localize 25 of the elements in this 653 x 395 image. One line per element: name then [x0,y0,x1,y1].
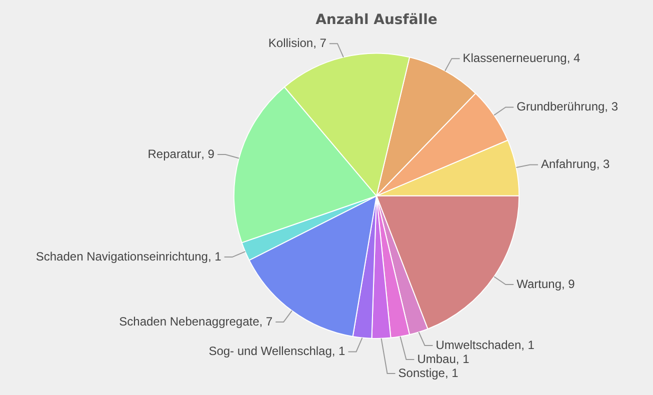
slice-label: Grundberührung [516,100,605,114]
chart-title: Anzahl Ausfälle [316,12,438,28]
data-label: , 1 [521,338,535,352]
data-label: , 9 [562,276,576,291]
slice-label: Sonstige [398,366,446,380]
slice-label: Umbau [417,352,456,366]
slice-label: Reparatur [148,146,202,161]
data-label: , 3 [604,100,618,114]
slice-label: Schaden Nebenaggregate [119,314,260,328]
data-label: , 4 [566,50,580,65]
data-label: , 1 [456,352,470,366]
slice-label: Anfahrung [540,157,596,172]
data-label: , 1 [332,344,346,358]
slice-label: Umweltschaden [436,338,522,352]
data-label: , 7 [313,36,327,50]
data-label: , 1 [444,366,459,380]
data-label: , 1 [208,249,222,264]
data-label: , 3 [596,157,610,172]
slice-label: Sog- und Wellenschlag [208,344,332,358]
slice-label: Kollision [268,36,314,50]
data-label: , 9 [201,146,215,161]
slice-label: Klassenerneuerung [462,50,567,65]
slice-label: Schaden Navigationseinrichtung [36,249,208,264]
slice-label: Wartung [516,276,562,291]
data-label: , 7 [259,314,273,328]
